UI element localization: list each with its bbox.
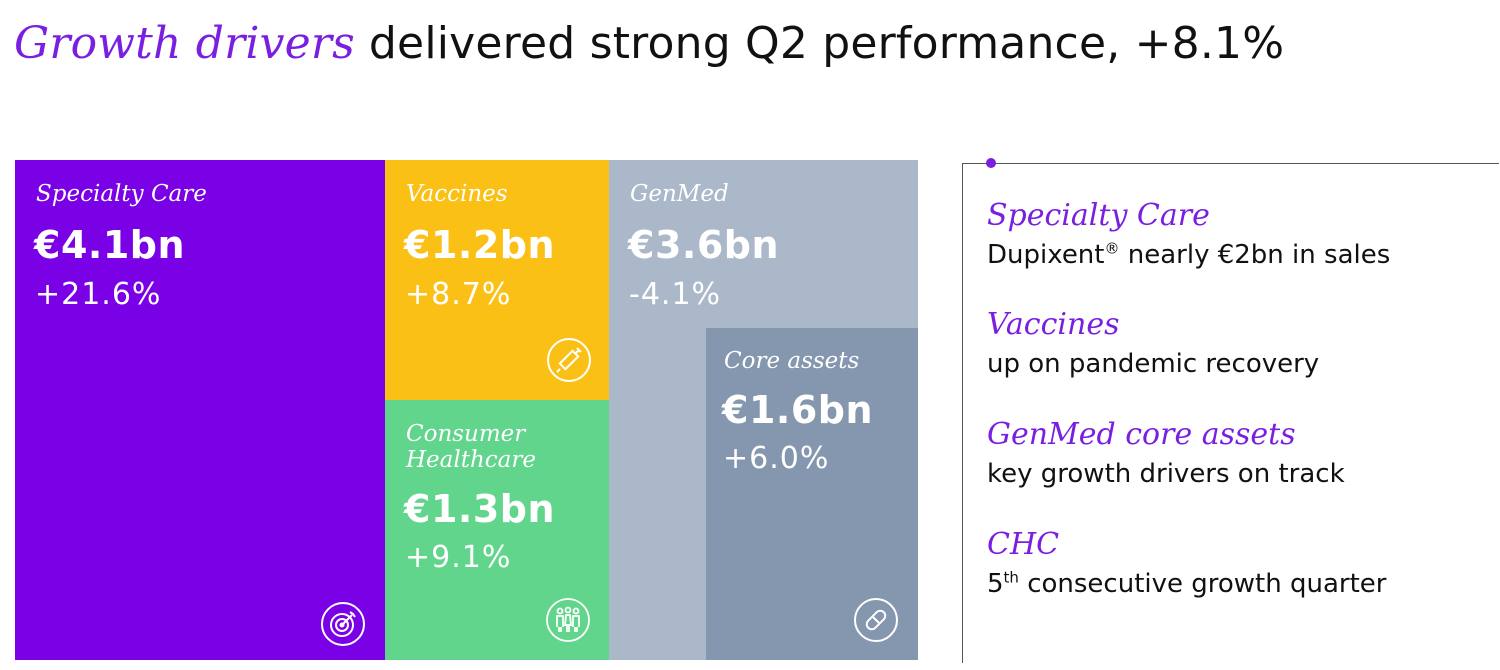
pill-icon <box>853 597 899 643</box>
target-icon <box>320 601 366 647</box>
tile-growth: -4.1% <box>629 277 722 312</box>
tile-amount: €1.3bn <box>404 487 556 531</box>
tile-amount: €4.1bn <box>34 223 186 267</box>
highlight-specialty-care: Specialty Care Dupixent® nearly €2bn in … <box>987 198 1390 272</box>
highlight-heading: CHC <box>987 527 1060 562</box>
tile-name: Core assets <box>724 348 860 374</box>
highlight-chc: CHC 5th consecutive growth quarter <box>987 527 1386 601</box>
tile-consumer-healthcare: Consumer Healthcare €1.3bn +9.1% <box>385 400 609 660</box>
tile-amount: €1.2bn <box>404 223 556 267</box>
tile-growth: +8.7% <box>405 277 512 312</box>
tile-growth: +6.0% <box>723 441 830 476</box>
highlight-text: up on pandemic recovery <box>987 349 1320 379</box>
tile-specialty-care: Specialty Care €4.1bn +21.6% <box>15 160 385 660</box>
highlight-heading: GenMed core assets <box>987 417 1296 452</box>
panel-top-rule <box>962 163 1499 164</box>
highlight-vaccines: Vaccines up on pandemic recovery <box>987 307 1319 381</box>
page-title: Growth drivers delivered strong Q2 perfor… <box>14 14 1284 74</box>
highlight-text: key growth drivers on track <box>987 459 1345 489</box>
syringe-icon <box>546 337 592 383</box>
tile-name: Vaccines <box>406 181 508 207</box>
accent-dot <box>986 158 996 168</box>
title-rest: delivered strong Q2 performance, +8.1% <box>368 18 1285 69</box>
people-icon <box>545 597 591 643</box>
tile-growth: +9.1% <box>405 540 512 575</box>
highlight-text: 5th consecutive growth quarter <box>987 568 1387 599</box>
tile-amount: €1.6bn <box>722 388 874 432</box>
tile-name: Specialty Care <box>36 181 207 207</box>
tile-vaccines: Vaccines €1.2bn +8.7% <box>385 160 609 400</box>
panel-divider <box>962 163 963 663</box>
tile-name: GenMed <box>630 181 729 207</box>
tile-growth: +21.6% <box>35 277 162 312</box>
highlight-text: Dupixent® nearly €2bn in sales <box>987 239 1391 270</box>
highlight-heading: Vaccines <box>987 307 1120 342</box>
highlight-genmed-core-assets: GenMed core assets key growth drivers on… <box>987 417 1345 491</box>
tile-amount: €3.6bn <box>628 223 780 267</box>
highlight-heading: Specialty Care <box>987 198 1210 233</box>
tile-name: Consumer Healthcare <box>406 421 536 473</box>
tile-core-assets: Core assets €1.6bn +6.0% <box>706 328 918 660</box>
title-emphasis: Growth drivers <box>14 18 355 69</box>
